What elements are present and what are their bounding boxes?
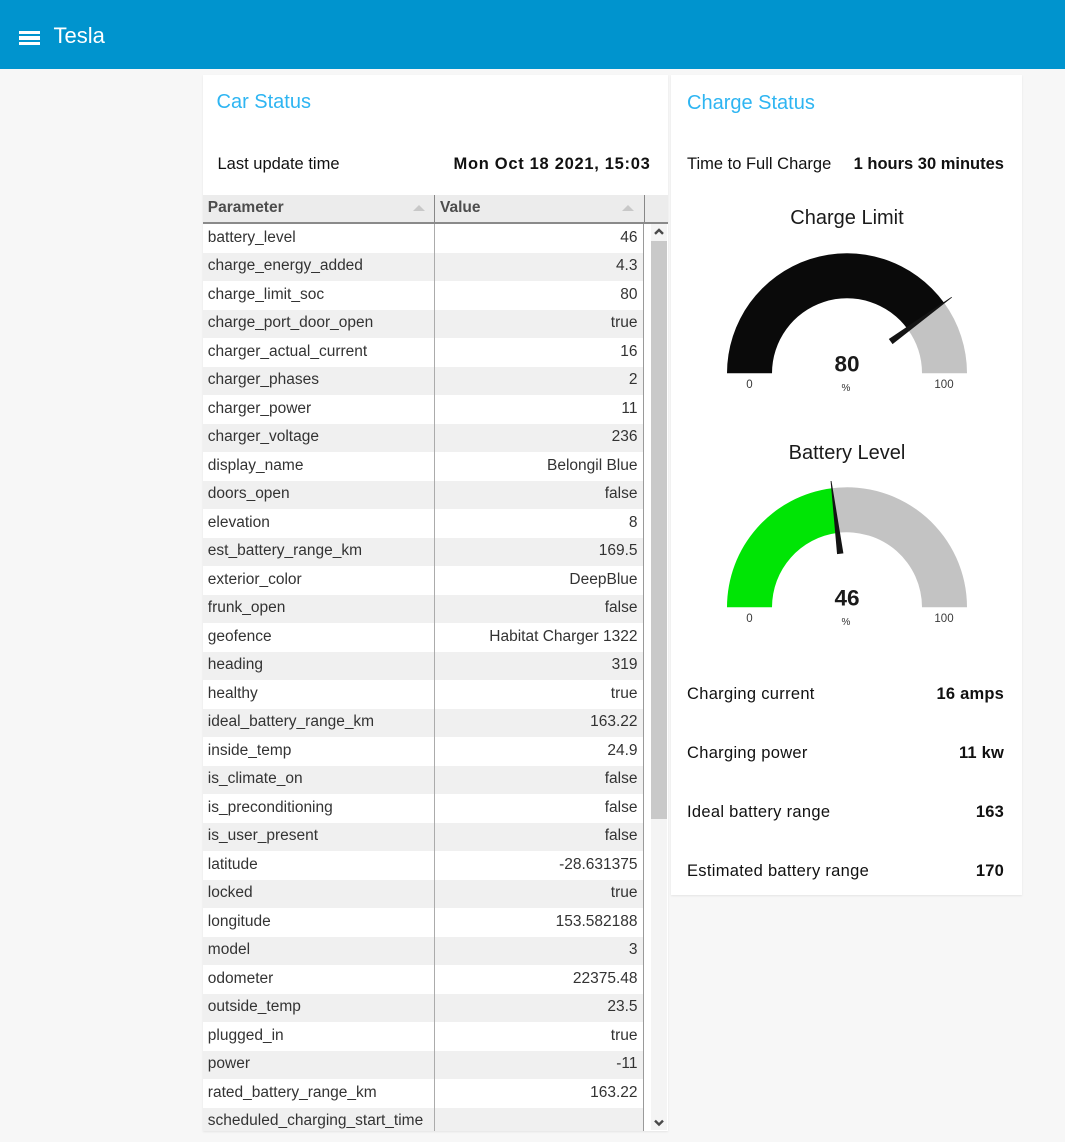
svg-text:46: 46 [834, 586, 859, 611]
svg-text:%: % [841, 383, 850, 394]
svg-text:100: 100 [934, 379, 953, 391]
svg-text:%: % [841, 617, 850, 628]
svg-text:80: 80 [834, 352, 859, 377]
svg-text:0: 0 [746, 613, 752, 625]
svg-text:0: 0 [746, 379, 752, 391]
svg-text:100: 100 [934, 613, 953, 625]
